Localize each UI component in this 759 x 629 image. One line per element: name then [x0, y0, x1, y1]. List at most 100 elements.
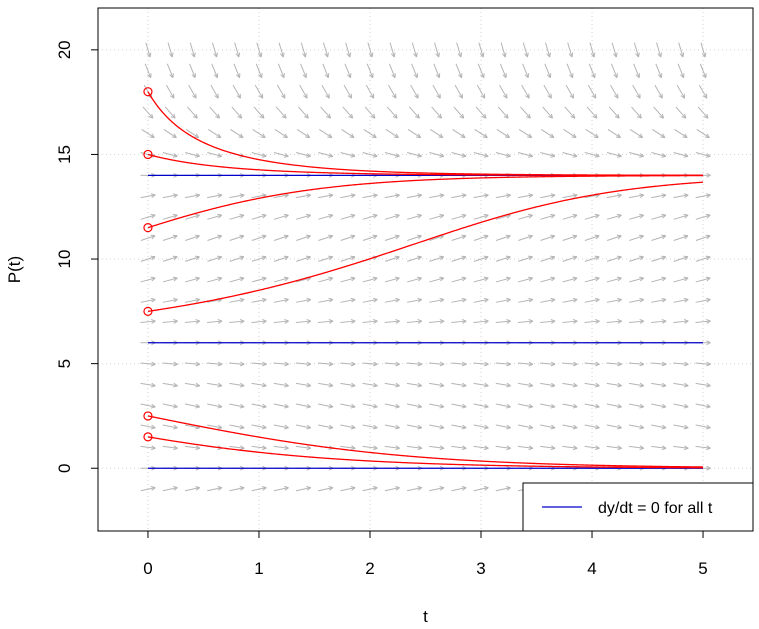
slope-arrow [318, 361, 334, 367]
slope-arrow [495, 297, 511, 303]
initial-point [143, 306, 153, 316]
slope-arrow [518, 255, 533, 262]
slope-arrow [540, 424, 556, 430]
slope-arrow [517, 445, 534, 451]
slope-arrow [451, 445, 467, 451]
slope-arrow [140, 297, 156, 303]
slope-arrow [229, 276, 245, 283]
slope-arrow [344, 63, 352, 79]
slope-arrow [410, 84, 419, 99]
slope-arrow [651, 445, 667, 451]
slope-arrow [540, 151, 556, 158]
slope-arrow [607, 129, 621, 139]
slope-arrow [234, 42, 241, 58]
slope-arrow [495, 424, 511, 430]
slope-arrow [473, 319, 489, 324]
slope-arrow [409, 106, 420, 119]
slope-arrow [562, 403, 578, 409]
slope-arrow [318, 276, 334, 283]
slope-arrow [229, 255, 245, 262]
slope-arrow [540, 445, 556, 451]
slope-arrow [545, 42, 551, 58]
initial-point [143, 432, 153, 442]
slope-arrow [700, 42, 707, 58]
slope-arrow [695, 213, 711, 220]
solution-curve [147, 153, 704, 176]
slope-arrow [295, 193, 312, 199]
slope-arrow [606, 213, 622, 220]
slope-arrow [451, 403, 467, 409]
slope-arrow [473, 234, 489, 241]
slope-arrow [540, 193, 556, 199]
slope-arrow [233, 63, 241, 79]
x-tick-label: 5 [698, 559, 707, 578]
slope-arrow [140, 213, 156, 220]
slope-arrow [362, 486, 378, 492]
slope-arrow [451, 276, 467, 283]
slope-arrow [566, 63, 574, 79]
slope-arrow [633, 42, 640, 58]
slope-arrow [451, 486, 467, 492]
slope-arrow [429, 445, 445, 451]
slope-arrow [145, 42, 152, 58]
slope-arrow [477, 63, 485, 79]
slope-arrow [651, 234, 667, 241]
solution-curves [143, 87, 704, 469]
slope-arrow [273, 382, 289, 388]
slope-arrow [207, 403, 223, 409]
slope-arrow [695, 193, 711, 199]
slope-arrow [384, 213, 400, 220]
slope-arrow [540, 213, 556, 220]
slope-arrow [340, 213, 356, 220]
slope-arrow [628, 424, 645, 430]
slope-arrow [584, 276, 600, 283]
slope-arrow [251, 445, 267, 451]
slope-arrow [229, 213, 245, 220]
slope-arrow [473, 276, 489, 283]
initial-point [143, 87, 153, 97]
slope-arrow [540, 319, 556, 324]
slope-arrow [384, 255, 400, 262]
slope-arrow [429, 361, 445, 367]
slope-arrow [453, 106, 465, 119]
slope-arrow [296, 213, 311, 220]
slope-arrow [564, 106, 576, 119]
slope-arrow [585, 129, 599, 139]
slope-arrow [495, 445, 511, 451]
slope-arrow [500, 42, 507, 58]
slope-arrow [367, 42, 374, 58]
slope-arrow [251, 297, 267, 303]
slope-arrow [295, 319, 312, 324]
slope-arrow [673, 276, 689, 283]
slope-arrow [628, 193, 645, 199]
slope-arrow [456, 42, 463, 58]
slope-arrow [699, 63, 707, 79]
slope-arrow [429, 382, 445, 388]
slope-arrow [697, 106, 709, 119]
slope-arrow [296, 234, 311, 241]
slope-arrow [362, 276, 378, 283]
solution-curve [147, 174, 704, 229]
slope-arrow [495, 193, 511, 199]
slope-arrow [167, 42, 174, 58]
slope-arrow [273, 445, 289, 451]
slope-arrow [362, 213, 378, 220]
x-axis-label: t [423, 607, 428, 626]
slope-arrow [473, 445, 489, 451]
slope-arrow [562, 276, 578, 283]
slope-arrow [606, 151, 622, 158]
slope-arrow [518, 151, 533, 158]
slope-arrow [473, 361, 489, 367]
slope-arrow [321, 84, 330, 99]
slope-arrow [628, 382, 645, 388]
slope-arrow [140, 255, 156, 262]
slope-arrow [475, 106, 487, 119]
slope-arrow [495, 382, 511, 388]
slope-arrow [140, 486, 156, 492]
slope-arrow [273, 486, 289, 492]
slope-arrow [651, 151, 667, 158]
slope-arrow [207, 319, 223, 324]
slope-arrow [606, 445, 622, 451]
slope-arrow [452, 129, 466, 139]
slope-arrow [651, 403, 667, 409]
